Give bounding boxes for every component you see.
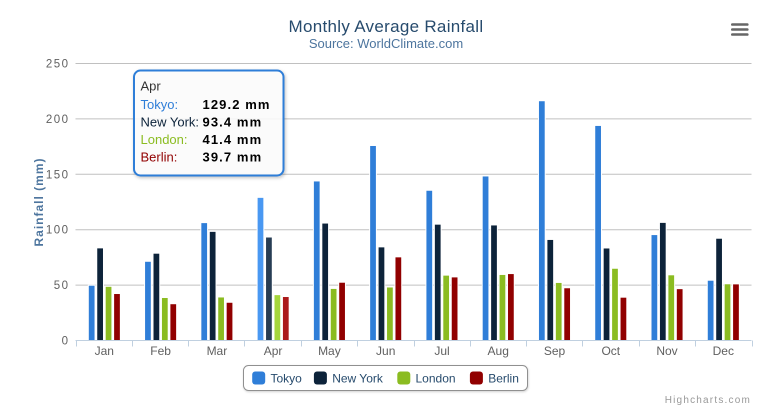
svg-text:200: 200 xyxy=(46,114,70,126)
svg-text:May: May xyxy=(318,344,341,358)
svg-text:Berlin:: Berlin: xyxy=(141,150,178,165)
svg-text:Highcharts.com: Highcharts.com xyxy=(665,395,751,406)
svg-text:Jun: Jun xyxy=(376,344,395,358)
svg-text:Apr: Apr xyxy=(141,79,162,94)
svg-text:100: 100 xyxy=(46,225,70,237)
svg-text:93.4 mm: 93.4 mm xyxy=(203,115,263,130)
svg-text:150: 150 xyxy=(46,169,70,181)
svg-text:Monthly Average Rainfall: Monthly Average Rainfall xyxy=(289,17,484,36)
svg-text:New York:: New York: xyxy=(141,115,200,130)
svg-text:Rainfall (mm): Rainfall (mm) xyxy=(32,157,46,246)
svg-text:129.2 mm: 129.2 mm xyxy=(203,97,271,112)
svg-text:50: 50 xyxy=(54,280,70,292)
svg-text:New York: New York xyxy=(332,372,384,386)
svg-text:Berlin: Berlin xyxy=(488,372,519,386)
svg-text:250: 250 xyxy=(46,59,70,71)
svg-text:Mar: Mar xyxy=(207,344,228,358)
svg-text:London: London xyxy=(416,372,456,386)
svg-text:Tokyo: Tokyo xyxy=(271,372,303,386)
svg-text:London:: London: xyxy=(141,132,188,147)
svg-text:Jan: Jan xyxy=(95,344,114,358)
svg-text:Jul: Jul xyxy=(434,344,449,358)
svg-text:Apr: Apr xyxy=(264,344,283,358)
svg-text:39.7 mm: 39.7 mm xyxy=(203,150,263,165)
svg-text:Dec: Dec xyxy=(713,344,734,358)
svg-text:Nov: Nov xyxy=(656,344,677,358)
svg-text:Source: WorldClimate.com: Source: WorldClimate.com xyxy=(309,36,463,51)
svg-text:Aug: Aug xyxy=(488,344,509,358)
svg-text:Tokyo:: Tokyo: xyxy=(141,97,179,112)
svg-text:0: 0 xyxy=(62,336,70,348)
svg-text:Sep: Sep xyxy=(544,344,566,358)
svg-text:Oct: Oct xyxy=(601,344,620,358)
svg-text:41.4 mm: 41.4 mm xyxy=(203,132,263,147)
svg-text:Feb: Feb xyxy=(150,344,171,358)
